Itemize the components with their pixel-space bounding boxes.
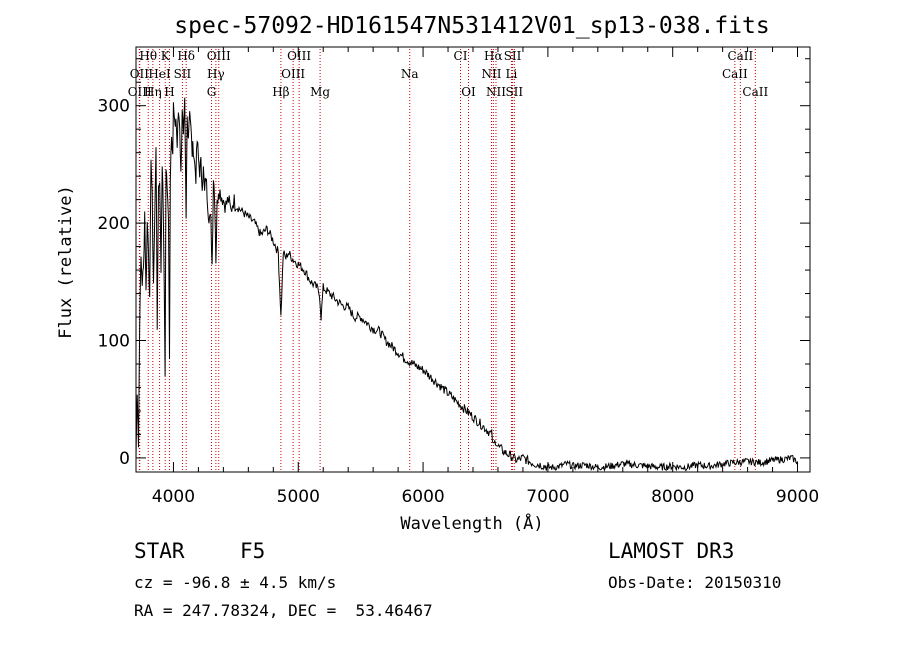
y-tick-label: 100 bbox=[98, 332, 130, 352]
line-label-18: OIII bbox=[128, 85, 152, 99]
line-label-10: HeI bbox=[148, 67, 171, 81]
line-label-16: Li bbox=[506, 67, 518, 81]
line-label-21: G bbox=[207, 85, 217, 99]
line-label-6: Hα bbox=[484, 49, 503, 63]
line-label-25: NII bbox=[486, 85, 506, 99]
line-label-23: Mg bbox=[310, 85, 330, 99]
redshift-cz: cz = -96.8 ± 4.5 km/s bbox=[134, 573, 337, 592]
plot-frame bbox=[135, 46, 811, 473]
x-axis-ticks: 4000 5000 6000 7000 8000 9000 bbox=[152, 47, 819, 507]
x-tick-label: 5000 bbox=[277, 487, 320, 507]
x-tick-label: 9000 bbox=[776, 487, 819, 507]
line-label-7: SII bbox=[504, 49, 522, 63]
line-label-13: OIII bbox=[281, 67, 305, 81]
line-label-12: Hγ bbox=[207, 67, 225, 81]
x-axis-label: Wavelength (Å) bbox=[400, 512, 543, 534]
x-tick-label: 7000 bbox=[526, 487, 569, 507]
spectrum-chart: spec-57092-HD161547N531412V01_sp13-038.f… bbox=[56, 13, 819, 534]
line-label-24: OI bbox=[461, 85, 476, 99]
x-tick-label: 6000 bbox=[401, 487, 444, 507]
line-label-8: CaII bbox=[727, 49, 753, 63]
line-label-26: SII bbox=[505, 85, 523, 99]
object-subclass: F5 bbox=[240, 539, 266, 563]
spectral-line-markers bbox=[138, 49, 756, 472]
y-axis-label: Flux (relative) bbox=[56, 185, 76, 339]
line-label-22: Hβ bbox=[272, 85, 289, 99]
line-label-11: SII bbox=[174, 67, 192, 81]
line-label-19: Hη bbox=[144, 85, 162, 99]
line-label-4: OIII bbox=[287, 49, 311, 63]
chart-title: spec-57092-HD161547N531412V01_sp13-038.f… bbox=[174, 13, 769, 39]
line-label-14: Na bbox=[401, 67, 419, 81]
line-label-9: OII bbox=[130, 67, 150, 81]
observation-date: Obs-Date: 20150310 bbox=[608, 573, 782, 592]
line-label-3: OIII bbox=[207, 49, 231, 63]
y-tick-label: 200 bbox=[98, 214, 130, 234]
line-label-15: NII bbox=[481, 67, 501, 81]
survey-name: LAMOST DR3 bbox=[608, 539, 735, 563]
line-label-17: CaII bbox=[722, 67, 748, 81]
line-label-1: K bbox=[161, 49, 171, 63]
line-label-0: Hθ bbox=[139, 49, 157, 63]
line-label-27: CaII bbox=[742, 85, 768, 99]
line-label-2: Hδ bbox=[177, 49, 195, 63]
y-axis-ticks: 0 100 200 300 bbox=[98, 58, 810, 469]
x-tick-label: 4000 bbox=[152, 487, 195, 507]
line-label-5: CI bbox=[454, 49, 468, 63]
spectrum-line bbox=[135, 97, 798, 472]
x-tick-label: 8000 bbox=[651, 487, 694, 507]
object-class: STAR bbox=[134, 539, 185, 563]
y-tick-label: 0 bbox=[119, 449, 130, 469]
line-label-20: H bbox=[164, 85, 174, 99]
y-tick-label: 300 bbox=[98, 97, 130, 117]
coordinates: RA = 247.78324, DEC = 53.46467 bbox=[134, 601, 433, 620]
